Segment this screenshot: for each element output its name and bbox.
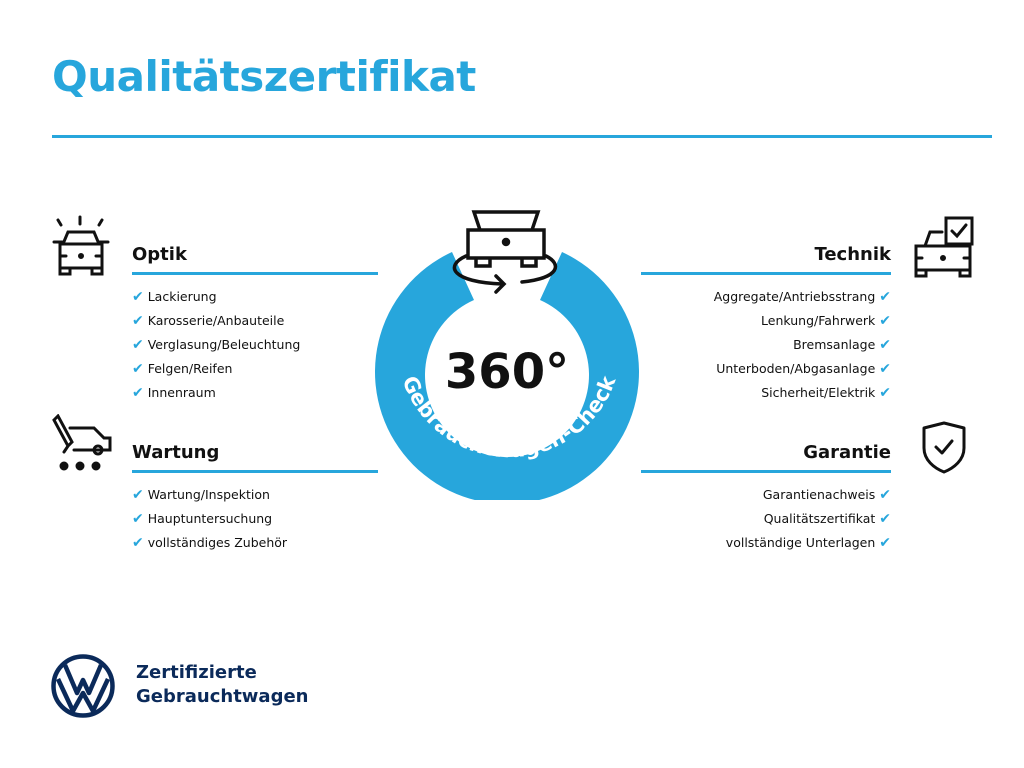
360-check-badge: Gebrauchtwagen-Check 360° bbox=[375, 210, 639, 500]
item-label: Bremsanlage bbox=[793, 337, 876, 352]
item-label: vollständige Unterlagen bbox=[725, 535, 876, 550]
item-label: Lackierung bbox=[147, 289, 217, 304]
check-icon: ✔ bbox=[879, 337, 891, 353]
list-item: vollständige Unterlagen ✔ bbox=[641, 531, 891, 555]
list-item: ✔ Wartung/Inspektion bbox=[132, 483, 378, 507]
list-item: ✔ vollständiges Zubehör bbox=[132, 531, 378, 555]
check-icon: ✔ bbox=[879, 313, 891, 329]
item-label: Hauptuntersuchung bbox=[147, 511, 273, 526]
list-item: ✔ Lackierung bbox=[132, 285, 378, 309]
section-heading: Optik bbox=[132, 244, 187, 265]
item-label: Innenraum bbox=[147, 385, 216, 400]
section-divider bbox=[641, 272, 891, 275]
list-item: Bremsanlage ✔ bbox=[641, 333, 891, 357]
item-label: Verglasung/Beleuchtung bbox=[147, 337, 301, 352]
brand-line-1: Zertifizierte bbox=[136, 662, 257, 683]
item-label: Sicherheit/Elektrik bbox=[761, 385, 876, 400]
section-heading: Technik bbox=[814, 244, 891, 265]
title-divider bbox=[52, 135, 992, 138]
item-label: Karosserie/Anbauteile bbox=[147, 313, 285, 328]
list-item: Sicherheit/Elektrik ✔ bbox=[641, 381, 891, 405]
360-label: 360° bbox=[445, 344, 569, 400]
item-label: Qualitätszertifikat bbox=[763, 511, 876, 526]
item-label: Aggregate/Antriebsstrang bbox=[713, 289, 876, 304]
list-item: Garantienachweis ✔ bbox=[641, 483, 891, 507]
section-heading: Wartung bbox=[132, 442, 220, 463]
service-car-icon bbox=[52, 414, 112, 471]
item-label: Unterboden/Abgasanlage bbox=[716, 361, 876, 376]
list-item: Lenkung/Fahrwerk ✔ bbox=[641, 309, 891, 333]
list-item: ✔ Hauptuntersuchung bbox=[132, 507, 378, 531]
check-icon: ✔ bbox=[132, 337, 144, 353]
car-lights-icon bbox=[52, 215, 110, 276]
car-rotate-icon bbox=[452, 210, 558, 294]
list-item: ✔ Karosserie/Anbauteile bbox=[132, 309, 378, 333]
check-icon: ✔ bbox=[132, 361, 144, 377]
shield-check-icon bbox=[922, 421, 966, 474]
list-item: ✔ Felgen/Reifen bbox=[132, 357, 378, 381]
list-item: ✔ Innenraum bbox=[132, 381, 378, 405]
check-icon: ✔ bbox=[132, 511, 144, 527]
section-divider bbox=[132, 272, 378, 275]
check-icon: ✔ bbox=[132, 385, 144, 401]
ring bbox=[375, 252, 639, 500]
brand-line-2: Gebrauchtwagen bbox=[136, 686, 309, 707]
list-item: Unterboden/Abgasanlage ✔ bbox=[641, 357, 891, 381]
section-technik: Technik Aggregate/Antriebsstrang ✔ Lenku… bbox=[641, 244, 891, 405]
car-checklist-icon bbox=[914, 216, 974, 278]
check-icon: ✔ bbox=[879, 361, 891, 377]
list-item: Qualitätszertifikat ✔ bbox=[641, 507, 891, 531]
item-label: Lenkung/Fahrwerk bbox=[761, 313, 876, 328]
check-icon: ✔ bbox=[879, 511, 891, 527]
check-icon: ✔ bbox=[132, 535, 144, 551]
check-icon: ✔ bbox=[132, 313, 144, 329]
item-label: vollständiges Zubehör bbox=[147, 535, 288, 550]
check-icon: ✔ bbox=[132, 487, 144, 503]
brand-text: Zertifizierte Gebrauchtwagen bbox=[136, 661, 308, 709]
item-label: Felgen/Reifen bbox=[147, 361, 233, 376]
section-heading: Garantie bbox=[803, 442, 891, 463]
item-label: Wartung/Inspektion bbox=[147, 487, 270, 502]
section-garantie: Garantie Garantienachweis ✔ Qualitätszer… bbox=[641, 442, 891, 555]
check-icon: ✔ bbox=[879, 535, 891, 551]
section-divider bbox=[641, 470, 891, 473]
page-title: Qualitätszertifikat bbox=[52, 52, 476, 101]
item-label: Garantienachweis bbox=[762, 487, 876, 502]
check-icon: ✔ bbox=[132, 289, 144, 305]
section-optik: Optik ✔ Lackierung ✔ Karosserie/Anbautei… bbox=[132, 244, 378, 405]
list-item: Aggregate/Antriebsstrang ✔ bbox=[641, 285, 891, 309]
check-icon: ✔ bbox=[879, 385, 891, 401]
section-divider bbox=[132, 470, 378, 473]
vw-logo bbox=[51, 654, 115, 718]
section-wartung: Wartung ✔ Wartung/Inspektion ✔ Hauptunte… bbox=[132, 442, 378, 555]
check-icon: ✔ bbox=[879, 289, 891, 305]
list-item: ✔ Verglasung/Beleuchtung bbox=[132, 333, 378, 357]
check-icon: ✔ bbox=[879, 487, 891, 503]
